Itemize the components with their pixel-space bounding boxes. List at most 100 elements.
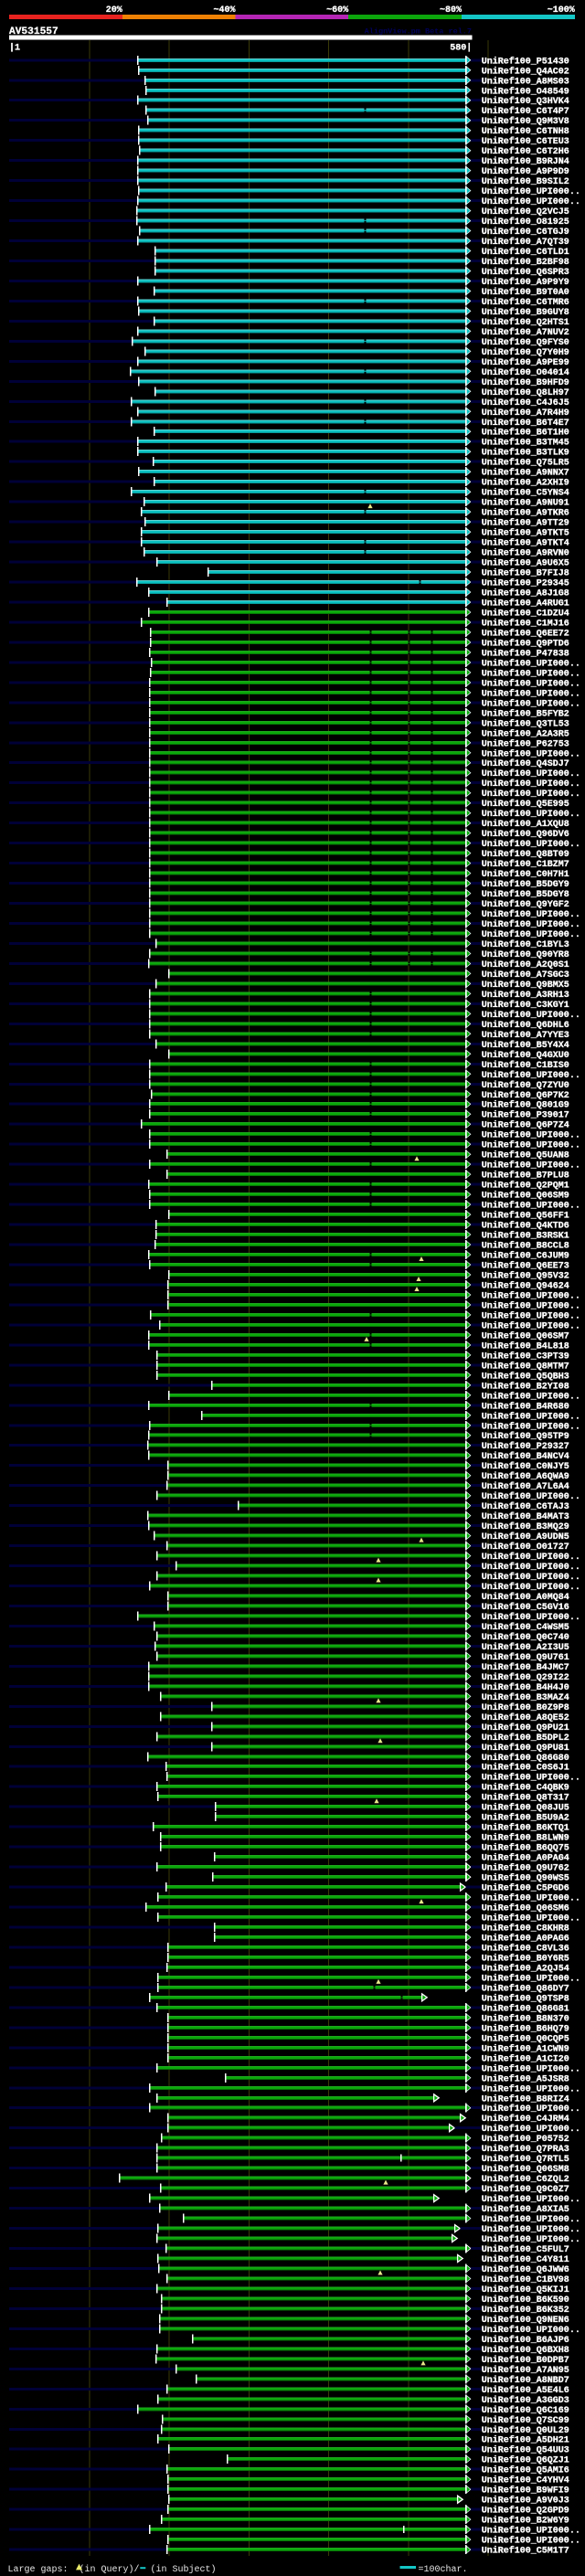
svg-text:UniRef100_A3GGD3: UniRef100_A3GGD3	[482, 2395, 569, 2406]
svg-text:UniRef100_Q06SM7: UniRef100_Q06SM7	[482, 1330, 569, 1341]
svg-text:UniRef100_B6T1H0: UniRef100_B6T1H0	[482, 428, 569, 439]
svg-text:UniRef100_A9NNX7: UniRef100_A9NNX7	[482, 468, 569, 479]
svg-text:UniRef100_UPI000..: UniRef100_UPI000..	[482, 919, 580, 930]
svg-text:UniRef100_UPI000..: UniRef100_UPI000..	[482, 2214, 580, 2225]
svg-text:UniRef100_Q6EE73: UniRef100_Q6EE73	[482, 1261, 569, 1272]
svg-text:UniRef100_A2XHI9: UniRef100_A2XHI9	[482, 478, 569, 489]
svg-text:AlignView.pm Beta rel.7: AlignView.pm Beta rel.7	[365, 27, 472, 37]
svg-text:UniRef100_P51430: UniRef100_P51430	[482, 56, 569, 67]
svg-text:UniRef100_C6TGJ9: UniRef100_C6TGJ9	[482, 227, 569, 238]
svg-text:UniRef100_B6T4E7: UniRef100_B6T4E7	[482, 418, 569, 429]
svg-text:UniRef100_Q86DY7: UniRef100_Q86DY7	[482, 1983, 569, 1994]
svg-text:UniRef100_UPI000..: UniRef100_UPI000..	[482, 1562, 580, 1573]
svg-text:UniRef100_Q3HVK4: UniRef100_Q3HVK4	[482, 96, 569, 107]
svg-text:UniRef100_B6AJP6: UniRef100_B6AJP6	[482, 2335, 569, 2346]
svg-text:UniRef100_Q7PRA3: UniRef100_Q7PRA3	[482, 2144, 569, 2155]
svg-text:UniRef100_P05752: UniRef100_P05752	[482, 2134, 569, 2145]
svg-text:UniRef100_Q8T317: UniRef100_Q8T317	[482, 1793, 569, 1804]
svg-text:UniRef100_O01727: UniRef100_O01727	[482, 1542, 569, 1553]
svg-text:UniRef100_C0H7H1: UniRef100_C0H7H1	[482, 869, 569, 880]
svg-text:UniRef100_UPI000..: UniRef100_UPI000..	[482, 2224, 580, 2235]
svg-text:UniRef100_Q9U762: UniRef100_Q9U762	[482, 1863, 569, 1874]
svg-text:|1: |1	[9, 43, 20, 54]
svg-text:UniRef100_C4QBK9: UniRef100_C4QBK9	[482, 1783, 569, 1794]
svg-text:UniRef100_Q6BXH8: UniRef100_Q6BXH8	[482, 2345, 569, 2356]
svg-text:UniRef100_A8NBD7: UniRef100_A8NBD7	[482, 2375, 569, 2386]
svg-text:UniRef100_Q54UU3: UniRef100_Q54UU3	[482, 2445, 569, 2456]
svg-text:UniRef100_B2BF98: UniRef100_B2BF98	[482, 257, 569, 268]
svg-text:UniRef100_UPI000..: UniRef100_UPI000..	[482, 2234, 580, 2245]
svg-text:UniRef100_A1CI20: UniRef100_A1CI20	[482, 2053, 569, 2064]
svg-text:UniRef100_Q0CQP5: UniRef100_Q0CQP5	[482, 2033, 569, 2044]
svg-text:UniRef100_C1BZM7: UniRef100_C1BZM7	[482, 859, 569, 870]
svg-text:UniRef100_A9V0J3: UniRef100_A9V0J3	[482, 2496, 569, 2507]
svg-text:UniRef100_UPI000..: UniRef100_UPI000..	[482, 748, 580, 759]
svg-text:UniRef100_C1MJ16: UniRef100_C1MJ16	[482, 619, 569, 630]
svg-text:UniRef100_UPI000..: UniRef100_UPI000..	[482, 1582, 580, 1593]
svg-text:UniRef100_C5FUL7: UniRef100_C5FUL7	[482, 2244, 569, 2255]
svg-text:UniRef100_Q6P7Z4: UniRef100_Q6P7Z4	[482, 1120, 569, 1131]
svg-text:UniRef100_UPI000..: UniRef100_UPI000..	[482, 769, 580, 779]
svg-text:UniRef100_Q06SM6: UniRef100_Q06SM6	[482, 1903, 569, 1914]
svg-text:UniRef100_UPI000..: UniRef100_UPI000..	[482, 839, 580, 850]
svg-text:UniRef100_B6K352: UniRef100_B6K352	[482, 2305, 569, 2316]
svg-text:UniRef100_B9WFI9: UniRef100_B9WFI9	[482, 2486, 569, 2496]
svg-text:UniRef100_C5M1T7: UniRef100_C5M1T7	[482, 2546, 569, 2557]
svg-text:UniRef100_Q9YGF2: UniRef100_Q9YGF2	[482, 899, 569, 910]
svg-text:UniRef100_Q95TP9: UniRef100_Q95TP9	[482, 1431, 569, 1442]
svg-text:UniRef100_B9GUY8: UniRef100_B9GUY8	[482, 307, 569, 318]
svg-text:UniRef100_Q9M3V8: UniRef100_Q9M3V8	[482, 116, 569, 127]
svg-text:UniRef100_O48549: UniRef100_O48549	[482, 86, 569, 97]
svg-text:UniRef100_Q4SDJ7: UniRef100_Q4SDJ7	[482, 758, 569, 769]
svg-text:UniRef100_C6TMR6: UniRef100_C6TMR6	[482, 297, 569, 308]
svg-text:UniRef100_UPI000..: UniRef100_UPI000..	[482, 1913, 580, 1924]
svg-text:UniRef100_B2YI08: UniRef100_B2YI08	[482, 1381, 569, 1392]
svg-text:UniRef100_A7QT39: UniRef100_A7QT39	[482, 237, 569, 248]
svg-text:UniRef100_A3RH13: UniRef100_A3RH13	[482, 990, 569, 1001]
svg-text:UniRef100_Q7SC99: UniRef100_Q7SC99	[482, 2415, 569, 2426]
svg-text:UniRef100_UPI000..: UniRef100_UPI000..	[482, 688, 580, 699]
svg-text:UniRef100_C4WSM5: UniRef100_C4WSM5	[482, 1622, 569, 1633]
svg-text:UniRef100_A9U6X5: UniRef100_A9U6X5	[482, 558, 569, 569]
svg-text:UniRef100_A5JSR8: UniRef100_A5JSR8	[482, 2073, 569, 2084]
svg-text:UniRef100_A7R4H9: UniRef100_A7R4H9	[482, 408, 569, 419]
svg-text:UniRef100_B6QQ75: UniRef100_B6QQ75	[482, 1843, 569, 1854]
svg-text:UniRef100_A8J1G8: UniRef100_A8J1G8	[482, 588, 569, 599]
svg-text:UniRef100_B5FYB2: UniRef100_B5FYB2	[482, 708, 569, 719]
svg-text:UniRef100_O81925: UniRef100_O81925	[482, 217, 569, 228]
svg-text:UniRef100_UPI000..: UniRef100_UPI000..	[482, 1893, 580, 1904]
svg-text:UniRef100_Q0C740: UniRef100_Q0C740	[482, 1632, 569, 1643]
svg-text:UniRef100_A9RVN0: UniRef100_A9RVN0	[482, 548, 569, 559]
svg-text:UniRef100_B2W6Y9: UniRef100_B2W6Y9	[482, 2516, 569, 2527]
svg-text:UniRef100_A7L6A4: UniRef100_A7L6A4	[482, 1481, 569, 1492]
svg-text:UniRef100_Q6C169: UniRef100_Q6C169	[482, 2405, 569, 2416]
svg-text:~60%: ~60%	[326, 5, 348, 16]
svg-text:UniRef100_C6JUM9: UniRef100_C6JUM9	[482, 1251, 569, 1262]
svg-text:UniRef100_Q06SM8: UniRef100_Q06SM8	[482, 2164, 569, 2175]
svg-text:UniRef100_B9RJN4: UniRef100_B9RJN4	[482, 156, 569, 167]
svg-text:UniRef100_B8CCL8: UniRef100_B8CCL8	[482, 1241, 569, 1252]
svg-text:UniRef100_UPI000..: UniRef100_UPI000..	[482, 1773, 580, 1784]
svg-text:UniRef100_Q86G81: UniRef100_Q86G81	[482, 2003, 569, 2014]
svg-text:UniRef100_UPI000..: UniRef100_UPI000..	[482, 1300, 580, 1311]
svg-text:UniRef100_P29327: UniRef100_P29327	[482, 1441, 569, 1452]
svg-text:UniRef100_UPI000..: UniRef100_UPI000..	[482, 1320, 580, 1331]
svg-text:UniRef100_B3MQ29: UniRef100_B3MQ29	[482, 1521, 569, 1532]
svg-text:UniRef100_UPI000..: UniRef100_UPI000..	[482, 2526, 580, 2537]
svg-text:UniRef100_UPI000..: UniRef100_UPI000..	[482, 1973, 580, 1984]
svg-text:UniRef100_B5DGY8: UniRef100_B5DGY8	[482, 889, 569, 900]
svg-text:UniRef100_Q6EE72: UniRef100_Q6EE72	[482, 628, 569, 639]
svg-text:UniRef100_B5DPL2: UniRef100_B5DPL2	[482, 1733, 569, 1744]
svg-text:UniRef100_UPI000..: UniRef100_UPI000..	[482, 1291, 580, 1302]
svg-text:UniRef100_UPI000..: UniRef100_UPI000..	[482, 929, 580, 940]
svg-text:Large gaps: (in Query)/ (in: Large gaps: (in Query)/ (in Subject)	[8, 2564, 217, 2575]
svg-text:UniRef100_Q90YR8: UniRef100_Q90YR8	[482, 949, 569, 960]
svg-text:UniRef100_C6TLD1: UniRef100_C6TLD1	[482, 247, 569, 258]
svg-text:UniRef100_B4MAT3: UniRef100_B4MAT3	[482, 1511, 569, 1522]
svg-text:UniRef100_B4NCV4: UniRef100_B4NCV4	[482, 1451, 569, 1462]
svg-text:UniRef100_A8XIA5: UniRef100_A8XIA5	[482, 2204, 569, 2215]
svg-text:UniRef100_B7FIJ8: UniRef100_B7FIJ8	[482, 568, 569, 579]
svg-text:UniRef100_A0MQ84: UniRef100_A0MQ84	[482, 1592, 569, 1603]
svg-text:UniRef100_A9PE99: UniRef100_A9PE99	[482, 357, 569, 368]
svg-text:UniRef100_Q6SPR3: UniRef100_Q6SPR3	[482, 267, 569, 278]
